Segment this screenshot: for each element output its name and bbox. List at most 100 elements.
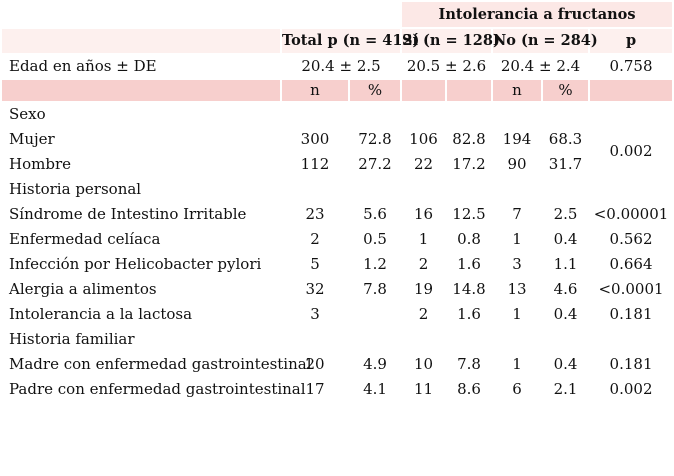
- cell-age-total: 20.4 ± 2.5: [301, 56, 381, 75]
- cell-si-n: 2: [418, 304, 429, 323]
- subheader-row: n % n %: [2, 80, 673, 101]
- cell-si-n: 19: [413, 279, 434, 298]
- cell-empty: [402, 103, 445, 126]
- cell-no-pct: 68.3: [548, 129, 583, 148]
- section-row-historia-familiar: Historia familiar: [2, 328, 672, 351]
- cell-si-pct: 82.8: [452, 129, 486, 148]
- cell-age-no: 20.4 ± 2.4: [500, 56, 581, 75]
- row-label: Padre con enfermedad gastrointestinal: [9, 379, 306, 398]
- subheader-no-pct: %: [543, 80, 588, 101]
- row-label: Hombre: [9, 154, 71, 173]
- cell-si-pct: 14.8: [452, 279, 486, 298]
- cell-no-pct: 0.4: [553, 354, 578, 373]
- cell-empty: [493, 328, 541, 351]
- cell-empty: [543, 328, 588, 351]
- cell-si-n: 106: [409, 129, 438, 148]
- row-label: Síndrome de Intestino Irritable: [9, 204, 247, 223]
- cell-empty: [493, 103, 541, 126]
- cell-empty: [402, 178, 445, 201]
- section-label: Historia personal: [9, 179, 142, 198]
- cell-total-n: 3: [310, 304, 320, 323]
- cell-total-n: 300: [300, 129, 330, 148]
- cell-empty: [447, 328, 491, 351]
- cell-no-pct: 1.1: [553, 254, 578, 273]
- col-header-si: Sí (n = 128): [402, 29, 500, 53]
- cell-si-pct: 17.2: [452, 154, 486, 173]
- cell-total-n: 23: [305, 204, 325, 223]
- cell-empty: [282, 328, 348, 351]
- row-label: Infección por Helicobacter pylori: [9, 254, 262, 273]
- cell-si-n: 2: [418, 254, 429, 273]
- row-label: Mujer: [9, 129, 55, 148]
- cell-empty: [493, 178, 541, 201]
- cell-si-pct: 7.8: [457, 354, 481, 373]
- cell-si-n: 10: [413, 354, 434, 373]
- cell-no-n: 90: [507, 154, 527, 173]
- cell-total-pct: 7.8: [363, 279, 387, 298]
- cell-empty: [350, 178, 400, 201]
- section-label: Sexo: [9, 104, 46, 123]
- cell-total-n: 17: [305, 379, 325, 398]
- header-label-cell: [2, 29, 280, 53]
- cell-empty: [447, 178, 491, 201]
- cell-total-pct: 4.1: [363, 379, 387, 398]
- cell-no-n: 13: [507, 279, 527, 298]
- cell-empty: [402, 328, 445, 351]
- cell-empty: [590, 103, 672, 126]
- row-label: Edad en años ± DE: [9, 56, 157, 75]
- blank-corner-cell: [2, 2, 400, 27]
- cell-no-pct: 2.1: [553, 379, 578, 398]
- row-madre-gastrointestinal: Madre con enfermedad gastrointestinal 20…: [2, 353, 672, 376]
- cell-age-si: 20.5 ± 2.6: [406, 56, 487, 75]
- cell-total-n: 20: [305, 354, 325, 373]
- cell-empty: [543, 103, 588, 126]
- row-padre-gastrointestinal: Padre con enfermedad gastrointestinal 17…: [2, 378, 672, 401]
- cell-no-pct: 4.6: [553, 279, 578, 298]
- cell-si-n: 22: [413, 154, 434, 173]
- cell-empty: [543, 178, 588, 201]
- column-header-row: Total p (n = 412) Sí (n = 128) No (n = 2…: [2, 29, 673, 53]
- study-table: Intolerancia a fructanos Total p (n = 41…: [2, 2, 673, 401]
- cell-empty: [590, 178, 672, 201]
- cell-empty: [590, 328, 672, 351]
- cell-p: 0.181: [609, 304, 653, 323]
- row-enfermedad-celiaca: Enfermedad celíaca 2 0.5 1 0.8 1 0.4 0.5…: [2, 228, 672, 251]
- cell-p: 0.181: [609, 354, 653, 373]
- section-label: Historia familiar: [9, 329, 135, 348]
- cell-no-n: 1: [512, 229, 522, 248]
- cell-si-n: 16: [413, 204, 434, 223]
- cell-no-n: 194: [502, 129, 532, 148]
- cell-no-pct: 31.7: [548, 154, 583, 173]
- row-label: Alergia a alimentos: [9, 279, 157, 298]
- subheader-total-n: n: [282, 80, 348, 101]
- row-hombre: Hombre 112 27.2 22 17.2 90 31.7: [2, 153, 672, 176]
- cell-total-n: 5: [310, 254, 320, 273]
- cell-p: 0.664: [609, 254, 653, 273]
- cell-total-pct: [350, 303, 400, 326]
- row-intolerancia-lactosa: Intolerancia a la lactosa 3 2 1.6 1 0.4 …: [2, 303, 672, 326]
- cell-no-pct: 0.4: [553, 229, 578, 248]
- cell-empty: [350, 103, 400, 126]
- cell-empty: [447, 103, 491, 126]
- cell-p: <0.0001: [598, 279, 664, 298]
- row-mujer: Mujer 300 72.8 106 82.8 194 68.3 0.002: [2, 128, 672, 159]
- cell-empty: [350, 328, 400, 351]
- row-label: Enfermedad celíaca: [9, 229, 161, 248]
- row-sindrome-intestino-irritable: Síndrome de Intestino Irritable 23 5.6 1…: [2, 203, 672, 226]
- cell-p: <0.00001: [593, 204, 669, 223]
- subheader-si-pct: [447, 80, 491, 101]
- cell-total-pct: 1.2: [363, 254, 387, 273]
- cell-si-pct: 1.6: [457, 304, 481, 323]
- cell-p: 0.758: [609, 56, 653, 75]
- subheader-total-pct: %: [350, 80, 400, 101]
- subheader-p-cell: [590, 80, 673, 101]
- cell-total-pct: 5.6: [363, 204, 387, 223]
- group-header-row: Intolerancia a fructanos: [2, 2, 673, 27]
- cell-no-pct: 0.4: [553, 304, 578, 323]
- row-label: Intolerancia a la lactosa: [9, 304, 193, 323]
- cell-p: 0.002: [609, 379, 653, 398]
- row-alergia-alimentos: Alergia a alimentos 32 7.8 19 14.8 13 4.…: [2, 278, 672, 301]
- cell-total-pct: 72.8: [358, 129, 392, 148]
- cell-no-n: 3: [512, 254, 522, 273]
- col-header-p: p: [590, 29, 673, 53]
